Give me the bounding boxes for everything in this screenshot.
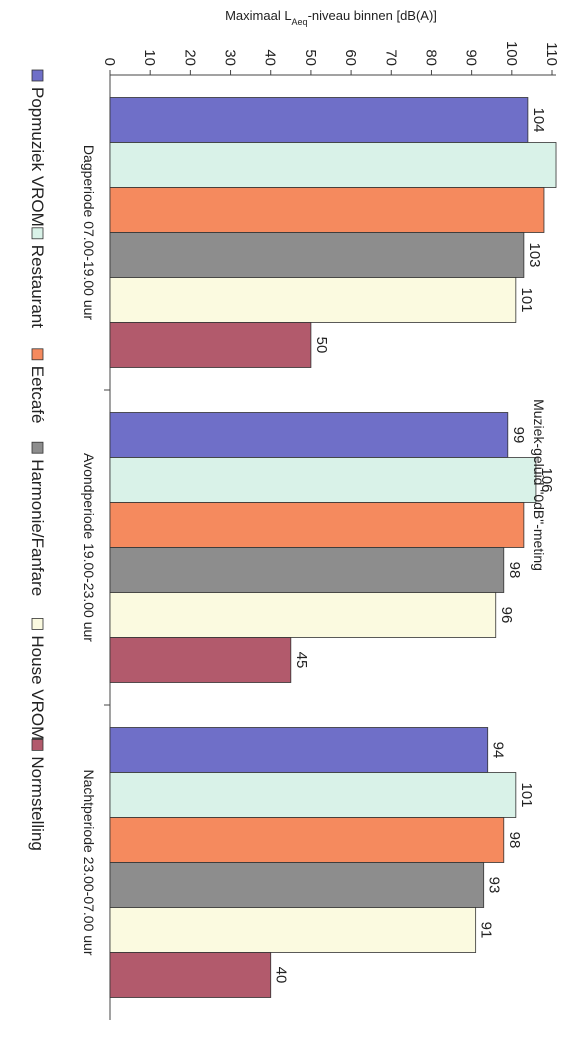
y-tick-label: 30	[222, 49, 239, 66]
bar-house-vrom	[109, 592, 497, 638]
bar-restaurant	[109, 142, 557, 188]
y-tick-label: 60	[342, 49, 359, 66]
legend-label: House VROM	[28, 635, 47, 740]
legend-label: Restaurant	[28, 245, 47, 328]
bar-normstelling	[109, 952, 272, 998]
y-tick-label: 100	[503, 41, 520, 66]
bar-house-vrom	[109, 907, 477, 953]
bar-harmonie-fanfare	[109, 862, 485, 908]
y-tick-label: 70	[382, 49, 399, 66]
bar-value-label: 106	[538, 467, 555, 492]
x-category-label: Dagperiode 07.00-19.00 uur	[81, 145, 97, 320]
bar-harmonie-fanfare	[109, 232, 525, 278]
y-tick-label: 40	[262, 49, 279, 66]
legend-swatch	[31, 618, 44, 630]
x-category-label: Avondperiode 19.00-23.00 uur	[81, 453, 97, 642]
bar-normstelling	[109, 637, 292, 683]
bar-eetcaf-	[109, 187, 545, 233]
bar-value-label: 99	[510, 427, 527, 444]
bar-popmuziek-vrom	[109, 412, 509, 458]
bar-value-label: 93	[486, 877, 503, 894]
bar-value-label: 98	[506, 562, 523, 579]
bar-popmuziek-vrom	[109, 727, 489, 773]
legend-label: Normstelling	[28, 756, 47, 850]
y-tick-label: 110	[543, 42, 560, 66]
y-tick-label: 20	[181, 49, 198, 66]
legend-swatch	[31, 227, 44, 240]
x-category-label: Nachtperiode 23.00-07.00 uur	[81, 769, 97, 955]
bar-restaurant	[109, 457, 537, 503]
y-axis-title: Maximaal LAeq-niveau binnen [dB(A)]	[225, 8, 437, 27]
legend-swatch	[31, 739, 44, 751]
bar-value-label: 91	[478, 922, 495, 939]
y-tick-label: 0	[101, 58, 118, 66]
chart-rotated-group: 0 10 20 30 40 50 60 70 80 90 100 110 Maximaal LAeq-n…	[28, 8, 560, 1020]
bar-value-label: 103	[526, 242, 543, 267]
legend-label: Harmonie/Fanfare	[28, 459, 47, 596]
y-tick-label: 10	[141, 49, 158, 66]
bar-value-label: 40	[273, 967, 290, 984]
bar-house-vrom	[109, 277, 517, 323]
legend-label: Popmuziek VROM	[28, 87, 47, 227]
y-tick-label: 80	[422, 49, 439, 66]
bar-harmonie-fanfare	[109, 547, 505, 593]
legend-label: Eetcafé	[28, 366, 47, 424]
bar-value-label: 96	[498, 607, 515, 624]
bar-value-label: 94	[490, 742, 507, 759]
bar-value-label: 50	[313, 337, 330, 354]
legend-swatch	[31, 348, 44, 361]
bar-value-label: 101	[518, 782, 535, 807]
y-tick-label: 90	[463, 49, 480, 66]
bar-eetcaf-	[109, 817, 505, 863]
bar-value-label: 45	[293, 652, 310, 669]
chart-title: Muziek-geluid "0dB"-meting	[531, 399, 547, 571]
bar-normstelling	[109, 322, 312, 368]
bar-value-label: 104	[530, 107, 547, 132]
bar-eetcaf-	[109, 502, 525, 548]
legend-swatch	[31, 69, 44, 82]
bar-value-label: 101	[518, 287, 535, 312]
bar-popmuziek-vrom	[109, 97, 529, 143]
legend-swatch	[31, 441, 44, 454]
bar-value-label: 98	[506, 832, 523, 849]
y-tick-label: 50	[302, 49, 319, 66]
bar-restaurant	[109, 772, 517, 818]
